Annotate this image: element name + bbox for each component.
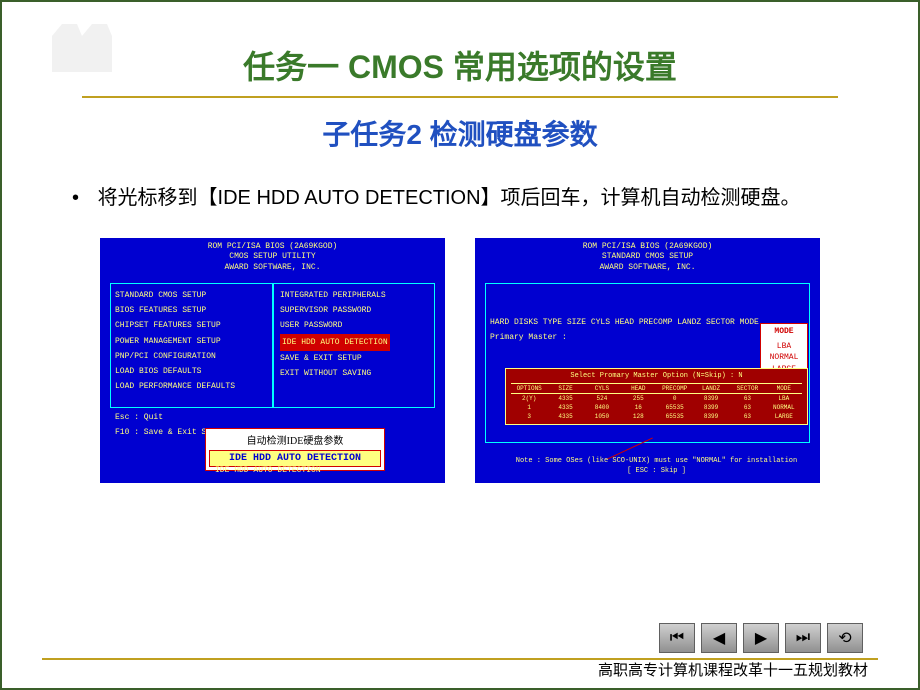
prev-icon: ◀	[713, 628, 725, 648]
cell: 63	[729, 395, 765, 402]
col: PRECOMP	[657, 385, 693, 392]
bios-screenshot-right: ROM PCI/ISA BIOS (2A69KGOD) STANDARD CMO…	[475, 238, 820, 483]
bios2-note: Note : Some OSes (like SCO-UNIX) must us…	[505, 457, 808, 465]
bios-header-l1: ROM PCI/ISA BIOS (2A69KGOD)	[100, 242, 445, 252]
bios1-divider	[272, 283, 274, 408]
cell: 524	[584, 395, 620, 402]
body-content: 将光标移到【IDE HDD AUTO DETECTION】项后回车，计算机自动检…	[98, 187, 801, 209]
mode-opt: LBA	[763, 341, 805, 352]
title-divider	[82, 96, 838, 98]
cell: 63	[729, 413, 765, 420]
bios1-header: ROM PCI/ISA BIOS (2A69KGOD) CMOS SETUP U…	[100, 238, 445, 277]
last-icon: ⏭	[796, 629, 810, 647]
callout-english: IDE HDD AUTO DETECTION	[209, 450, 381, 467]
cell: LBA	[766, 395, 802, 402]
return-icon: ⟲	[838, 628, 851, 648]
col: SIZE	[547, 385, 583, 392]
menu-item[interactable]: EXIT WITHOUT SAVING	[280, 366, 430, 381]
bios2-header: ROM PCI/ISA BIOS (2A69KGOD) STANDARD CMO…	[475, 238, 820, 277]
slide-subtitle: 子任务2 检测硬盘参数	[42, 113, 878, 153]
bios2-primary-master: Primary Master :	[490, 333, 567, 342]
bios-header-l3: AWARD SOFTWARE, INC.	[475, 263, 820, 273]
cell: 16	[620, 404, 656, 411]
menu-item[interactable]: INTEGRATED PERIPHERALS	[280, 288, 430, 303]
cell: 8400	[584, 404, 620, 411]
col: HEAD	[620, 385, 656, 392]
bios-screenshot-left: ROM PCI/ISA BIOS (2A69KGOD) CMOS SETUP U…	[100, 238, 445, 483]
last-slide-button[interactable]: ⏭	[785, 623, 821, 653]
cell: 1	[511, 404, 547, 411]
panel-row: 1 4335 8400 16 65535 8399 63 NORMAL	[511, 403, 802, 412]
menu-item-highlighted[interactable]: IDE HDD AUTO DETECTION	[280, 334, 430, 351]
bullet-point: •	[72, 178, 92, 218]
menu-item[interactable]: LOAD BIOS DEFAULTS	[115, 364, 270, 379]
menu-item[interactable]: CHIPSET FEATURES SETUP	[115, 318, 270, 333]
cell: 8399	[693, 395, 729, 402]
cell: 4335	[547, 413, 583, 420]
cell: 2(Y)	[511, 395, 547, 402]
cell: 0	[657, 395, 693, 402]
bios-header-l2: STANDARD CMOS SETUP	[475, 252, 820, 262]
slide-container: 任务一 CMOS 常用选项的设置 子任务2 检测硬盘参数 • 将光标移到【IDE…	[0, 0, 920, 690]
detection-panel: Select Promary Master Option (N=Skip) : …	[505, 368, 808, 425]
menu-item[interactable]: LOAD PERFORMANCE DEFAULTS	[115, 379, 270, 394]
col: LANDZ	[693, 385, 729, 392]
bios-header-l2: CMOS SETUP UTILITY	[100, 252, 445, 262]
prev-slide-button[interactable]: ◀	[701, 623, 737, 653]
panel-row: 2(Y) 4335 524 255 0 8399 63 LBA	[511, 394, 802, 403]
callout-box: 自动检测IDE硬盘参数 IDE HDD AUTO DETECTION	[205, 428, 385, 471]
col: OPTIONS	[511, 385, 547, 392]
return-button[interactable]: ⟲	[827, 623, 863, 653]
esc-hint: Esc : Quit	[115, 413, 163, 422]
cell: 255	[620, 395, 656, 402]
cell: 4335	[547, 395, 583, 402]
cell: 128	[620, 413, 656, 420]
mode-opt: NORMAL	[763, 352, 805, 363]
cell: 65535	[657, 404, 693, 411]
bios-header-l3: AWARD SOFTWARE, INC.	[100, 263, 445, 273]
menu-item[interactable]: BIOS FEATURES SETUP	[115, 303, 270, 318]
bios2-esc-skip: [ ESC : Skip ]	[505, 467, 808, 475]
menu-item[interactable]: SAVE & EXIT SETUP	[280, 351, 430, 366]
panel-header-row: OPTIONS SIZE CYLS HEAD PRECOMP LANDZ SEC…	[511, 383, 802, 394]
body-text: • 将光标移到【IDE HDD AUTO DETECTION】项后回车，计算机自…	[42, 178, 878, 218]
select-prompt: Select Promary Master Option (N=Skip) : …	[511, 372, 802, 380]
cell: 8399	[693, 404, 729, 411]
callout-chinese: 自动检测IDE硬盘参数	[209, 432, 381, 447]
cell: 3	[511, 413, 547, 420]
next-slide-button[interactable]: ▶	[743, 623, 779, 653]
first-slide-button[interactable]: ⏮	[659, 623, 695, 653]
menu-item[interactable]: PNP/PCI CONFIGURATION	[115, 349, 270, 364]
cell: 8399	[693, 413, 729, 420]
footer-text: 高职高专计算机课程改革十一五规划教材	[598, 659, 868, 680]
first-icon: ⏮	[670, 629, 684, 647]
slide-title: 任务一 CMOS 常用选项的设置	[42, 42, 878, 88]
menu-item[interactable]: STANDARD CMOS SETUP	[115, 288, 270, 303]
highlight-label: IDE HDD AUTO DETECTION	[280, 334, 390, 351]
cell: LARGE	[766, 413, 802, 420]
bios1-bottom-label: IDE HDD AUTO DETECTION	[215, 466, 321, 475]
screenshots-row: ROM PCI/ISA BIOS (2A69KGOD) CMOS SETUP U…	[42, 238, 878, 483]
bios-header-l1: ROM PCI/ISA BIOS (2A69KGOD)	[475, 242, 820, 252]
col: SECTOR	[729, 385, 765, 392]
bios1-right-column: INTEGRATED PERIPHERALS SUPERVISOR PASSWO…	[280, 288, 430, 381]
next-icon: ▶	[755, 628, 767, 648]
menu-item[interactable]: POWER MANAGEMENT SETUP	[115, 334, 270, 349]
bios1-left-column: STANDARD CMOS SETUP BIOS FEATURES SETUP …	[115, 288, 270, 394]
nav-buttons: ⏮ ◀ ▶ ⏭ ⟲	[659, 623, 863, 653]
menu-item[interactable]: SUPERVISOR PASSWORD	[280, 303, 430, 318]
menu-item[interactable]: USER PASSWORD	[280, 318, 430, 333]
cell: 63	[729, 404, 765, 411]
cell: NORMAL	[766, 404, 802, 411]
cell: 4335	[547, 404, 583, 411]
mode-title: MODE	[763, 326, 805, 337]
cell: 1050	[584, 413, 620, 420]
col: CYLS	[584, 385, 620, 392]
col: MODE	[766, 385, 802, 392]
cell: 65535	[657, 413, 693, 420]
bios2-columns: HARD DISKS TYPE SIZE CYLS HEAD PRECOMP L…	[490, 318, 759, 327]
panel-row: 3 4335 1050 128 65535 8399 63 LARGE	[511, 412, 802, 421]
